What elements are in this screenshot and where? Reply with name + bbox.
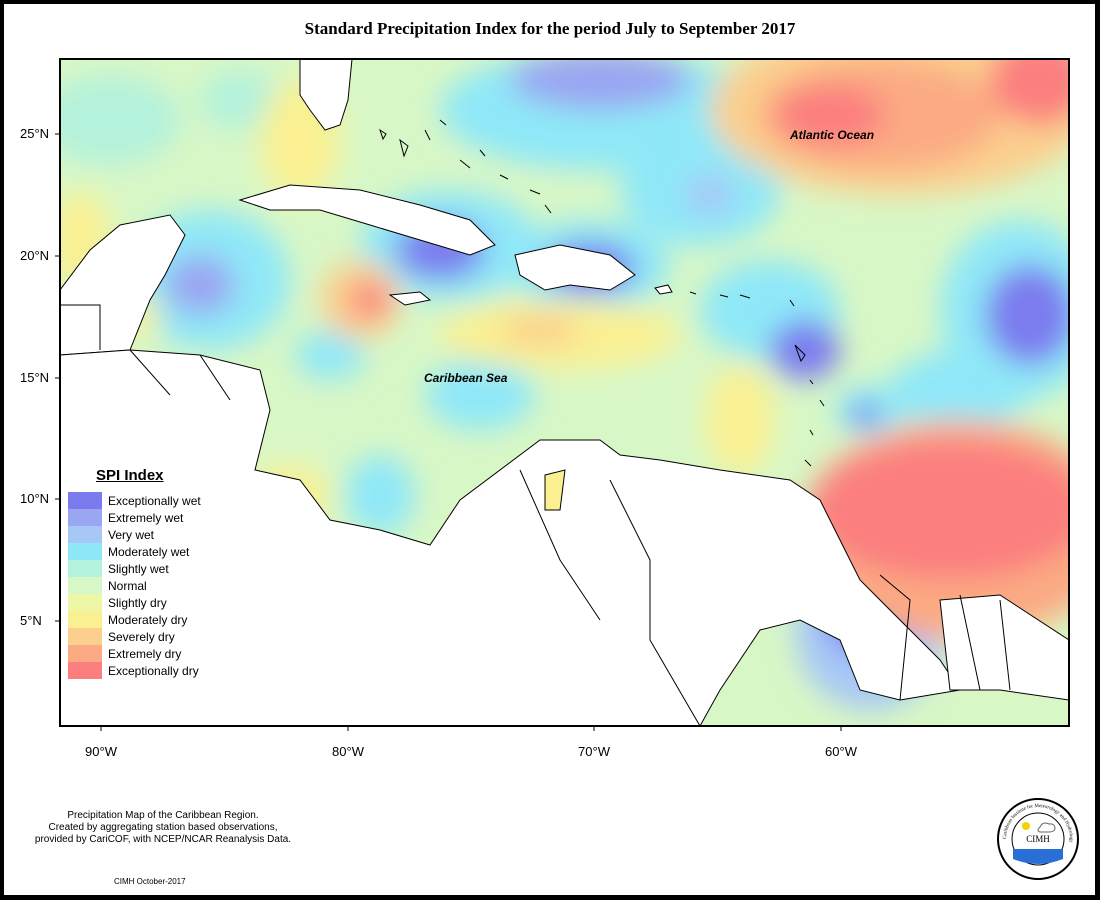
lat-label-20: 20°N xyxy=(20,248,50,263)
legend-item: Moderately wet xyxy=(68,543,201,560)
waves-icon xyxy=(1013,849,1063,864)
lat-label-15: 15°N xyxy=(20,370,50,385)
lat-label-5: 5°N xyxy=(20,613,42,628)
legend-item: Extremely dry xyxy=(68,645,201,662)
footer-note: Precipitation Map of the Caribbean Regio… xyxy=(0,810,326,846)
legend-label: Moderately wet xyxy=(108,544,190,559)
lon-label-80: 80°W xyxy=(332,744,364,759)
legend-swatch xyxy=(68,509,102,526)
legend-item: Moderately dry xyxy=(68,611,201,628)
legend-label: Exceptionally wet xyxy=(108,493,201,508)
legend-label: Moderately dry xyxy=(108,612,188,627)
lat-label-25: 25°N xyxy=(20,126,50,141)
legend-swatch xyxy=(68,560,102,577)
legend-label: Severely dry xyxy=(108,629,175,644)
legend-item: Extremely wet xyxy=(68,509,201,526)
lon-label-90: 90°W xyxy=(85,744,117,759)
legend-swatch xyxy=(68,611,102,628)
legend-item: Exceptionally wet xyxy=(68,492,201,509)
land-masses xyxy=(60,59,1069,726)
lon-label-70: 70°W xyxy=(578,744,610,759)
legend-item: Exceptionally dry xyxy=(68,662,201,679)
legend-label: Extremely wet xyxy=(108,510,184,525)
legend-swatch xyxy=(68,492,102,509)
axis-ticks xyxy=(55,133,842,731)
cloud-icon xyxy=(1037,822,1056,833)
legend-swatch xyxy=(68,628,102,645)
atlantic-ocean-label: Atlantic Ocean xyxy=(790,128,875,142)
lon-label-60: 60°W xyxy=(825,744,857,759)
legend-item: Normal xyxy=(68,577,201,594)
footer-note-line: Created by aggregating station based obs… xyxy=(48,822,278,833)
legend-swatch xyxy=(68,662,102,679)
legend-item: Severely dry xyxy=(68,628,201,645)
legend-swatch xyxy=(68,543,102,560)
map-border xyxy=(59,58,1070,727)
footer-date: CIMH October-2017 xyxy=(114,877,186,886)
logo-acronym: CIMH xyxy=(1026,834,1050,844)
cimh-logo: Caribbean Institute for Meteorology and … xyxy=(997,798,1079,880)
sun-icon xyxy=(1022,822,1030,830)
legend-item: Slightly dry xyxy=(68,594,201,611)
legend-rows: Exceptionally wet Extremely wet Very wet… xyxy=(68,492,201,679)
map-title: Standard Precipitation Index for the per… xyxy=(304,19,796,38)
legend-swatch xyxy=(68,577,102,594)
caribbean-sea-label: Caribbean Sea xyxy=(424,371,508,385)
lat-label-10: 10°N xyxy=(20,491,50,506)
legend-swatch xyxy=(68,645,102,662)
legend-label: Very wet xyxy=(108,527,155,542)
footer-note-line: Precipitation Map of the Caribbean Regio… xyxy=(67,810,259,821)
legend-swatch xyxy=(68,594,102,611)
legend-title: SPI Index xyxy=(96,467,164,484)
legend-label: Exceptionally dry xyxy=(108,663,199,678)
legend-swatch xyxy=(68,526,102,543)
legend-label: Slightly dry xyxy=(108,595,167,610)
legend-label: Slightly wet xyxy=(108,561,169,576)
footer-note-line: provided by CariCOF, with NCEP/NCAR Rean… xyxy=(34,834,292,845)
spi-legend: SPI Index Exceptionally wet Extremely we… xyxy=(68,467,201,679)
islands xyxy=(379,119,825,467)
legend-item: Slightly wet xyxy=(68,560,201,577)
legend-label: Extremely dry xyxy=(108,646,182,661)
legend-item: Very wet xyxy=(68,526,201,543)
country-borders xyxy=(60,304,1011,726)
legend-label: Normal xyxy=(108,578,147,593)
